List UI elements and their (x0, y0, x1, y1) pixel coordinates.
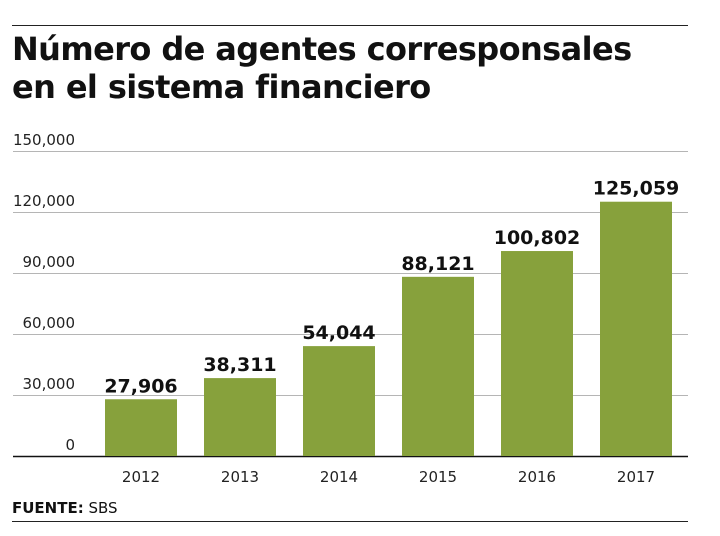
x-tick-label: 2017 (617, 468, 655, 486)
bottom-rule (12, 521, 688, 522)
bar (105, 399, 177, 456)
x-tick-label: 2012 (122, 468, 160, 486)
x-tick-label: 2016 (518, 468, 556, 486)
x-tick-label: 2015 (419, 468, 457, 486)
bar (600, 201, 672, 456)
y-tick-label: 0 (65, 436, 75, 454)
value-label: 100,802 (494, 227, 581, 249)
value-label: 88,121 (401, 253, 474, 275)
x-tick-label: 2014 (320, 468, 358, 486)
title-line-1: Número de agentes corresponsales (12, 30, 632, 68)
y-tick-label: 90,000 (23, 253, 76, 271)
x-tick-label: 2013 (221, 468, 259, 486)
value-label: 125,059 (593, 178, 680, 200)
value-label: 27,906 (104, 375, 177, 397)
bar (204, 378, 276, 456)
y-tick-label: 30,000 (23, 375, 76, 393)
bar (501, 251, 573, 456)
bar (303, 346, 375, 456)
chart-title: Número de agentes corresponsales en el s… (12, 30, 632, 106)
y-tick-label: 120,000 (13, 192, 75, 210)
top-rule (12, 25, 688, 26)
value-label: 38,311 (203, 354, 276, 376)
y-tick-label: 150,000 (13, 131, 75, 149)
source-value: SBS (88, 499, 118, 517)
y-tick-label: 60,000 (23, 314, 76, 332)
value-label: 54,044 (302, 322, 375, 344)
source-label: FUENTE: (12, 499, 84, 517)
bar (402, 276, 474, 456)
source-note: FUENTE: SBS (12, 499, 118, 517)
title-line-2: en el sistema financiero (12, 68, 431, 106)
